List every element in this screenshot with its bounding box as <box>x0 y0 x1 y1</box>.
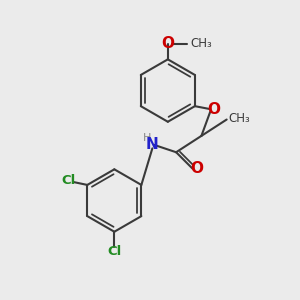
Text: H: H <box>143 133 152 143</box>
Text: N: N <box>146 137 159 152</box>
Text: CH₃: CH₃ <box>190 38 212 50</box>
Text: O: O <box>161 36 174 51</box>
Text: Cl: Cl <box>107 244 122 258</box>
Text: O: O <box>208 102 221 117</box>
Text: O: O <box>190 161 203 176</box>
Text: CH₃: CH₃ <box>228 112 250 125</box>
Text: Cl: Cl <box>61 174 76 187</box>
